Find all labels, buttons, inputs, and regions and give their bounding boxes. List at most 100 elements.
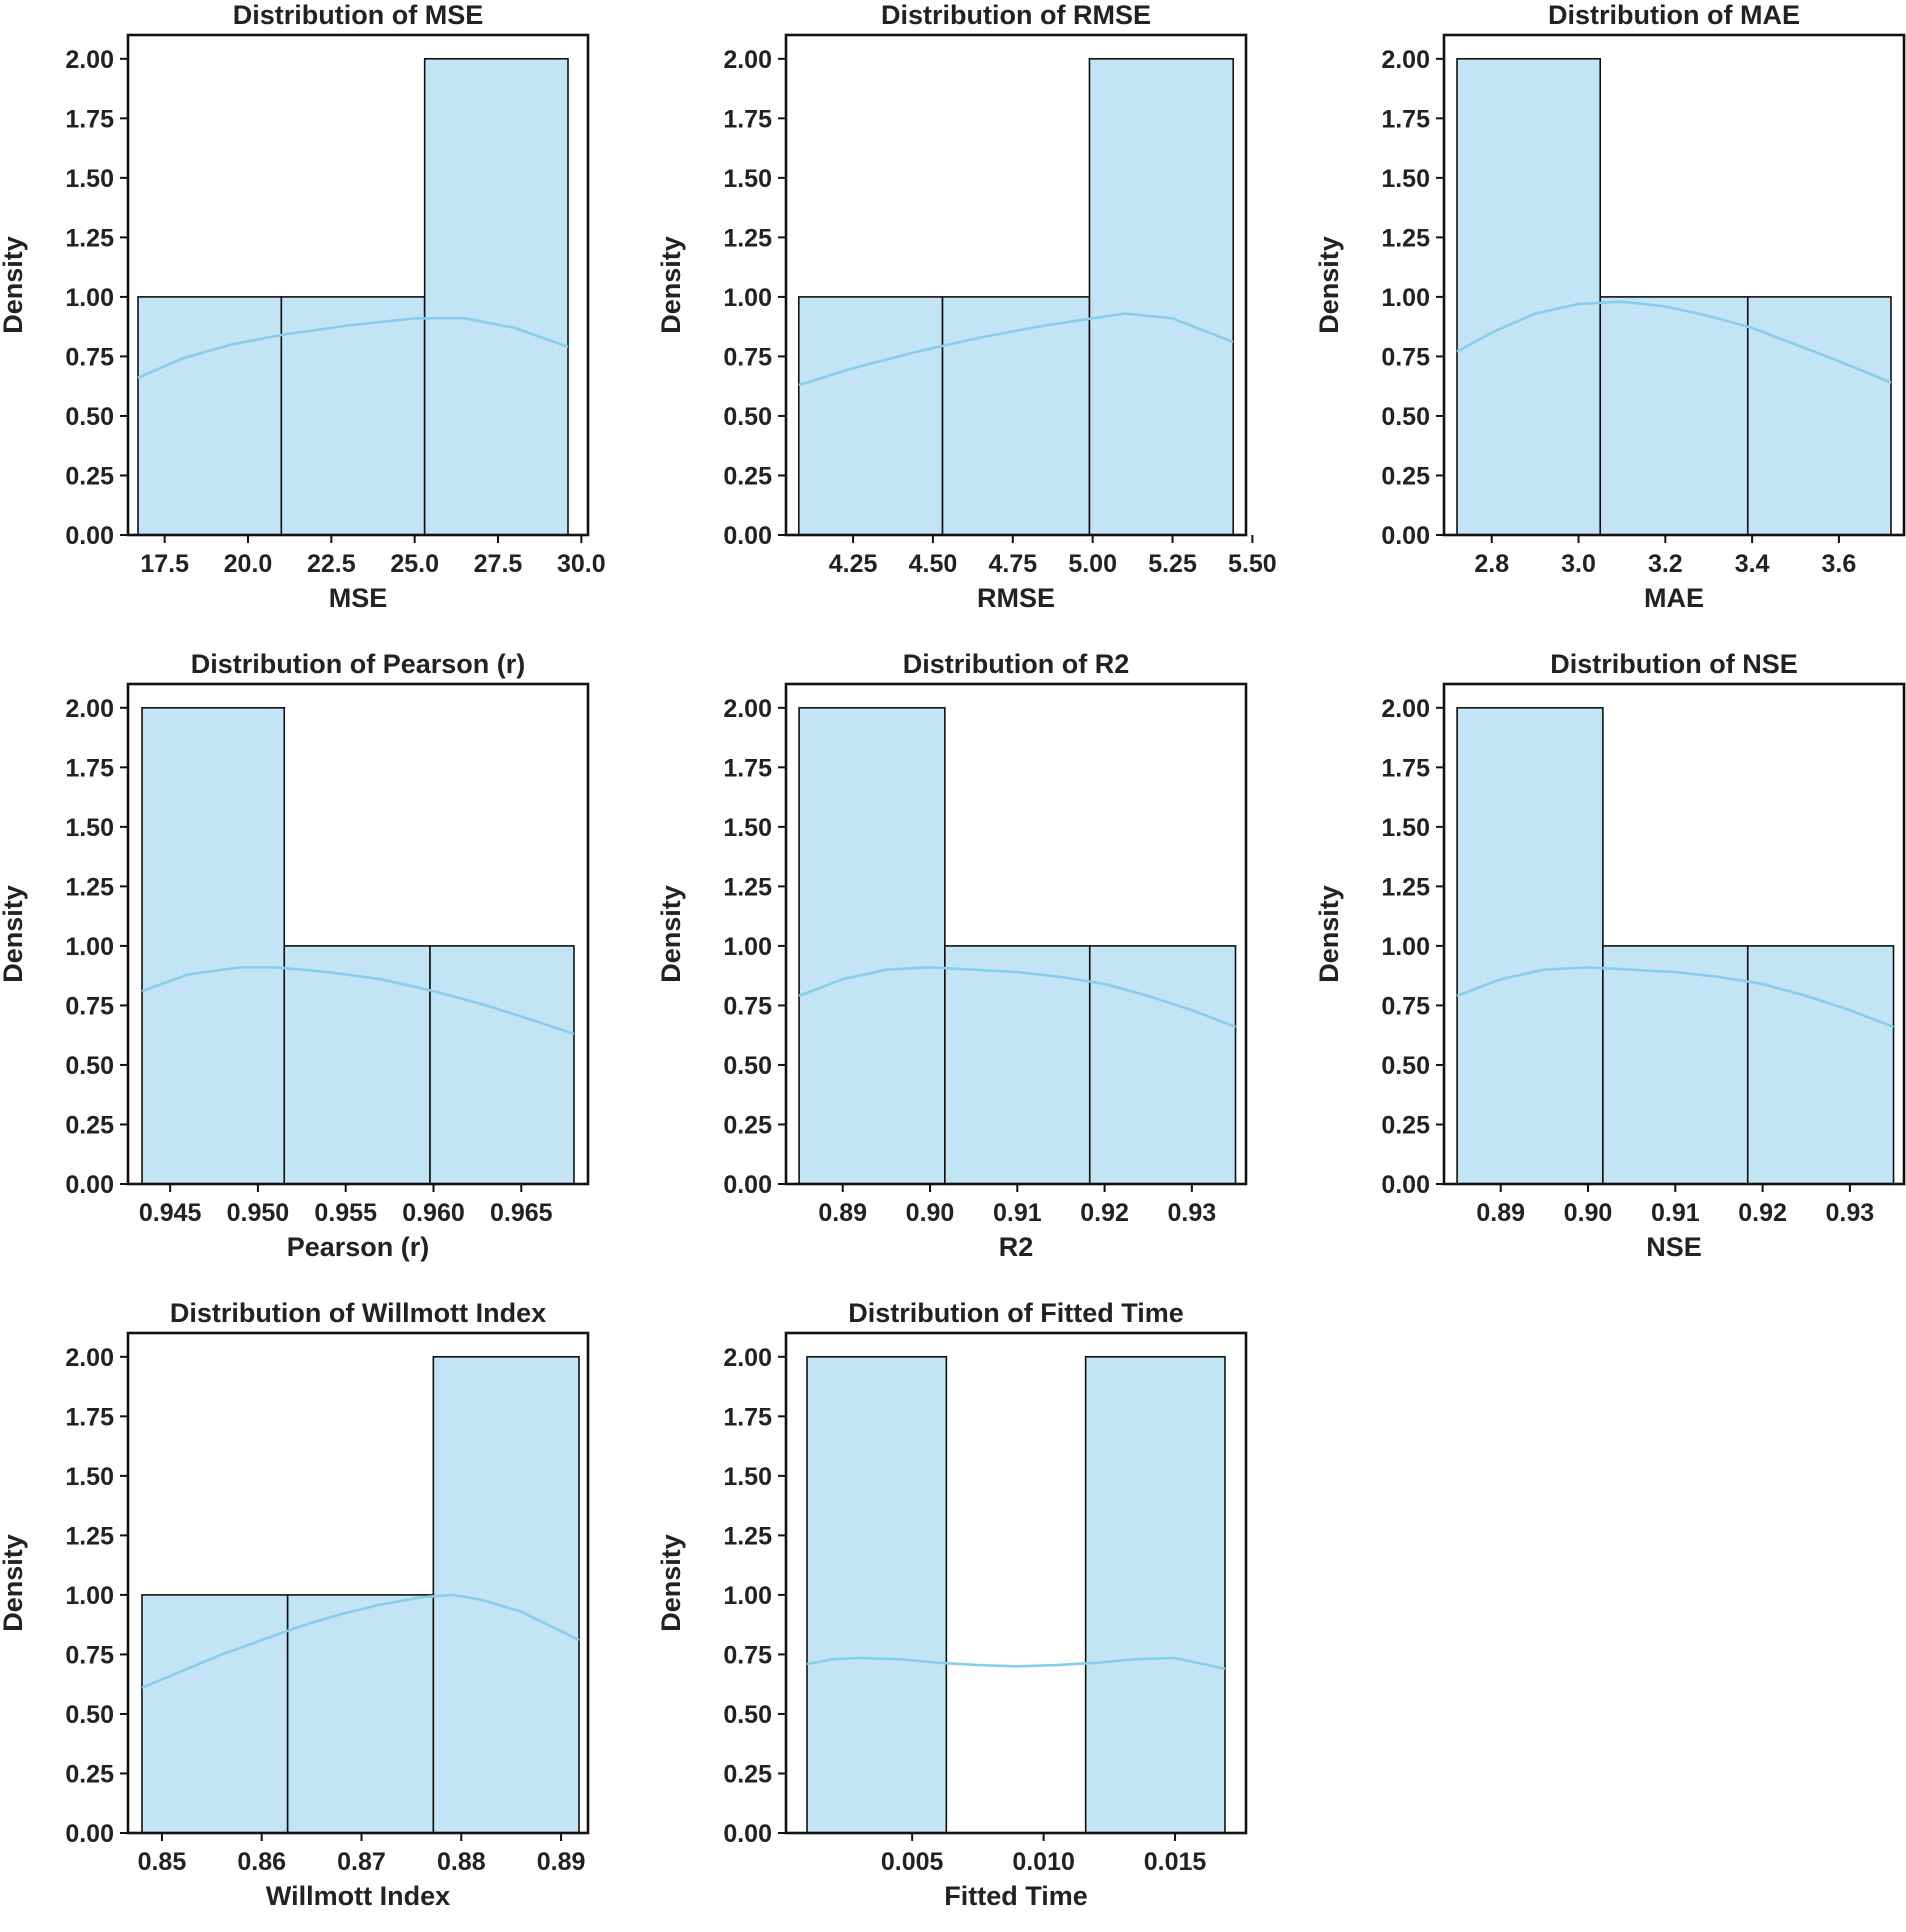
histogram-bar-0 <box>806 1356 948 1834</box>
kde-curve <box>141 1593 580 1689</box>
y-axis-label: Density <box>1314 885 1344 983</box>
x-tick-label: 0.945 <box>139 1199 202 1227</box>
x-axis-label: Fitted Time <box>944 1881 1088 1911</box>
y-tick-label: 0.50 <box>1381 403 1430 431</box>
x-tick-label: 3.2 <box>1648 550 1683 578</box>
histogram-bar-2 <box>1746 296 1892 536</box>
y-tick-label: 1.00 <box>1381 933 1430 961</box>
x-tick-label: 0.91 <box>993 1199 1042 1227</box>
axes-frame <box>784 682 1248 1186</box>
y-tick-label: 1.25 <box>723 1522 772 1550</box>
y-tick-label: 0.25 <box>723 462 772 490</box>
y-tick-label: 1.75 <box>65 105 114 133</box>
y-tick-label: 1.50 <box>1381 814 1430 842</box>
x-tick-label: 0.88 <box>437 1848 486 1876</box>
histogram-bar-0 <box>797 296 944 536</box>
chart-svg: 0.00 0.25 0.50 0.75 1.00 1.25 1.50 1.75 2.00 0.85… <box>0 1298 590 1911</box>
y-tick-label: 0.25 <box>65 1111 114 1139</box>
y-tick-label: 1.25 <box>65 873 114 901</box>
x-tick-label: 0.91 <box>1651 1199 1700 1227</box>
panel-pearson: 0.00 0.25 0.50 0.75 1.00 1.25 1.50 1.75 2.00 0.94… <box>0 649 620 1283</box>
x-axis-label: R2 <box>999 1232 1034 1262</box>
histogram-bar-2 <box>1746 945 1895 1185</box>
x-tick-label: 25.0 <box>390 550 439 578</box>
x-tick-label: 5.50 <box>1228 550 1277 578</box>
x-tick-label: 30.0 <box>557 550 606 578</box>
histogram-bar-0 <box>137 296 283 536</box>
histogram-bar-1 <box>1602 945 1749 1185</box>
y-tick-label: 0.50 <box>65 403 114 431</box>
x-tick-label: 3.4 <box>1735 550 1770 578</box>
y-axis-label: Density <box>656 885 686 983</box>
y-tick-label: 0.75 <box>65 992 114 1020</box>
y-tick-label: 2.00 <box>65 1344 114 1372</box>
x-tick-label: 0.955 <box>314 1199 377 1227</box>
kde-curve <box>806 1656 1226 1670</box>
histogram-bar-2 <box>429 945 575 1185</box>
y-tick-label: 0.50 <box>65 1052 114 1080</box>
y-tick-label: 1.50 <box>723 814 772 842</box>
y-tick-label: 1.75 <box>65 1403 114 1431</box>
y-tick-label: 1.25 <box>723 873 772 901</box>
axes-frame <box>1442 33 1906 537</box>
y-tick-label: 1.50 <box>1381 165 1430 193</box>
x-tick-label: 0.93 <box>1826 1199 1875 1227</box>
y-tick-label: 0.25 <box>1381 1111 1430 1139</box>
axes-frame <box>784 33 1248 537</box>
y-tick-label: 1.00 <box>65 1582 114 1610</box>
x-tick-label: 4.75 <box>988 550 1037 578</box>
y-axis-label: Density <box>0 885 28 983</box>
y-tick-label: 1.75 <box>723 105 772 133</box>
y-tick-label: 0.00 <box>1381 522 1430 550</box>
y-tick-label: 0.00 <box>65 1171 114 1199</box>
chart-svg: 0.00 0.25 0.50 0.75 1.00 1.25 1.50 1.75 2.00 0.00… <box>656 1298 1248 1911</box>
histogram-bar-0 <box>1456 707 1604 1185</box>
y-axis-label: Density <box>656 236 686 334</box>
y-tick-label: 1.50 <box>723 165 772 193</box>
x-axis-label: MSE <box>329 583 388 613</box>
chart-title: Distribution of Willmott Index <box>170 1298 546 1328</box>
x-axis-label: Willmott Index <box>266 1881 450 1911</box>
y-tick-label: 1.25 <box>1381 224 1430 252</box>
chart-svg: 0.00 0.25 0.50 0.75 1.00 1.25 1.50 1.75 2.00 0.94… <box>0 649 590 1262</box>
axes-frame <box>1442 682 1906 1186</box>
x-tick-label: 0.90 <box>906 1199 955 1227</box>
histogram-bar-1 <box>941 296 1091 536</box>
x-axis-label: Pearson (r) <box>287 1232 430 1262</box>
histogram-bar-1 <box>283 945 431 1185</box>
y-tick-label: 2.00 <box>1381 695 1430 723</box>
y-tick-label: 1.25 <box>65 1522 114 1550</box>
chart-svg: 0.00 0.25 0.50 0.75 1.00 1.25 1.50 1.75 2.00 0.89… <box>1314 649 1906 1262</box>
y-tick-label: 1.00 <box>723 1582 772 1610</box>
y-tick-label: 0.25 <box>65 1760 114 1788</box>
x-tick-label: 4.25 <box>829 550 878 578</box>
histogram-bar-0 <box>1456 58 1602 536</box>
y-tick-label: 1.25 <box>65 224 114 252</box>
x-tick-label: 5.25 <box>1148 550 1197 578</box>
x-tick-label: 0.005 <box>881 1848 944 1876</box>
chart-svg: 0.00 0.25 0.50 0.75 1.00 1.25 1.50 1.75 2.00 2.8 3… <box>1314 0 1906 613</box>
y-tick-label: 2.00 <box>1381 46 1430 74</box>
chart-title: Distribution of RMSE <box>881 0 1151 30</box>
y-tick-label: 2.00 <box>65 46 114 74</box>
chart-title: Distribution of R2 <box>903 649 1129 679</box>
histogram-bar-2 <box>1088 945 1237 1185</box>
y-tick-label: 1.75 <box>1381 105 1430 133</box>
histogram-bar-2 <box>423 58 569 536</box>
y-tick-label: 0.75 <box>65 343 114 371</box>
kde-curve <box>1456 300 1892 384</box>
y-tick-label: 0.50 <box>723 1052 772 1080</box>
kde-curve <box>137 316 569 380</box>
histogram-bar-0 <box>141 707 286 1185</box>
y-tick-label: 1.50 <box>65 1463 114 1491</box>
x-tick-label: 0.85 <box>138 1848 187 1876</box>
y-tick-label: 1.75 <box>1381 754 1430 782</box>
x-tick-label: 4.50 <box>909 550 958 578</box>
axes-frame <box>126 682 590 1186</box>
y-tick-label: 0.00 <box>65 522 114 550</box>
y-tick-label: 0.75 <box>723 992 772 1020</box>
histogram-bar-1 <box>1599 296 1749 536</box>
x-tick-label: 0.965 <box>490 1199 553 1227</box>
y-tick-label: 1.25 <box>723 224 772 252</box>
